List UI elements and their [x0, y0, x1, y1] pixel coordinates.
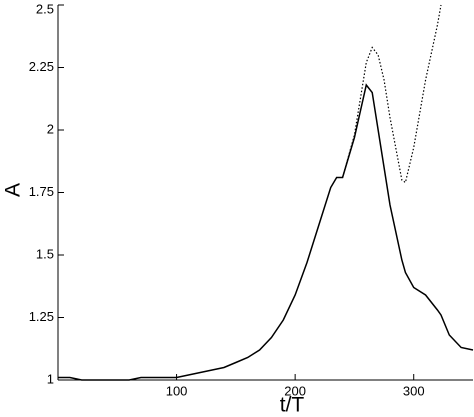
y-tick-label: 2.5: [36, 1, 54, 16]
y-tick-label: 1: [47, 371, 54, 386]
data-line: [341, 4, 442, 184]
y-tick-label: 2.25: [29, 59, 54, 74]
x-tick-label: 200: [284, 383, 306, 398]
x-tick-label: 100: [166, 383, 188, 398]
y-tick-label: 1.75: [29, 184, 54, 199]
x-tick-label: 300: [403, 383, 425, 398]
y-tick-label: 1.5: [36, 246, 54, 261]
y-tick-label: 2: [47, 121, 54, 136]
y-axis-title: A: [2, 183, 25, 197]
data-line: [58, 83, 474, 381]
x-axis-title: t/T: [280, 394, 305, 417]
y-tick-label: 1.25: [29, 309, 54, 324]
